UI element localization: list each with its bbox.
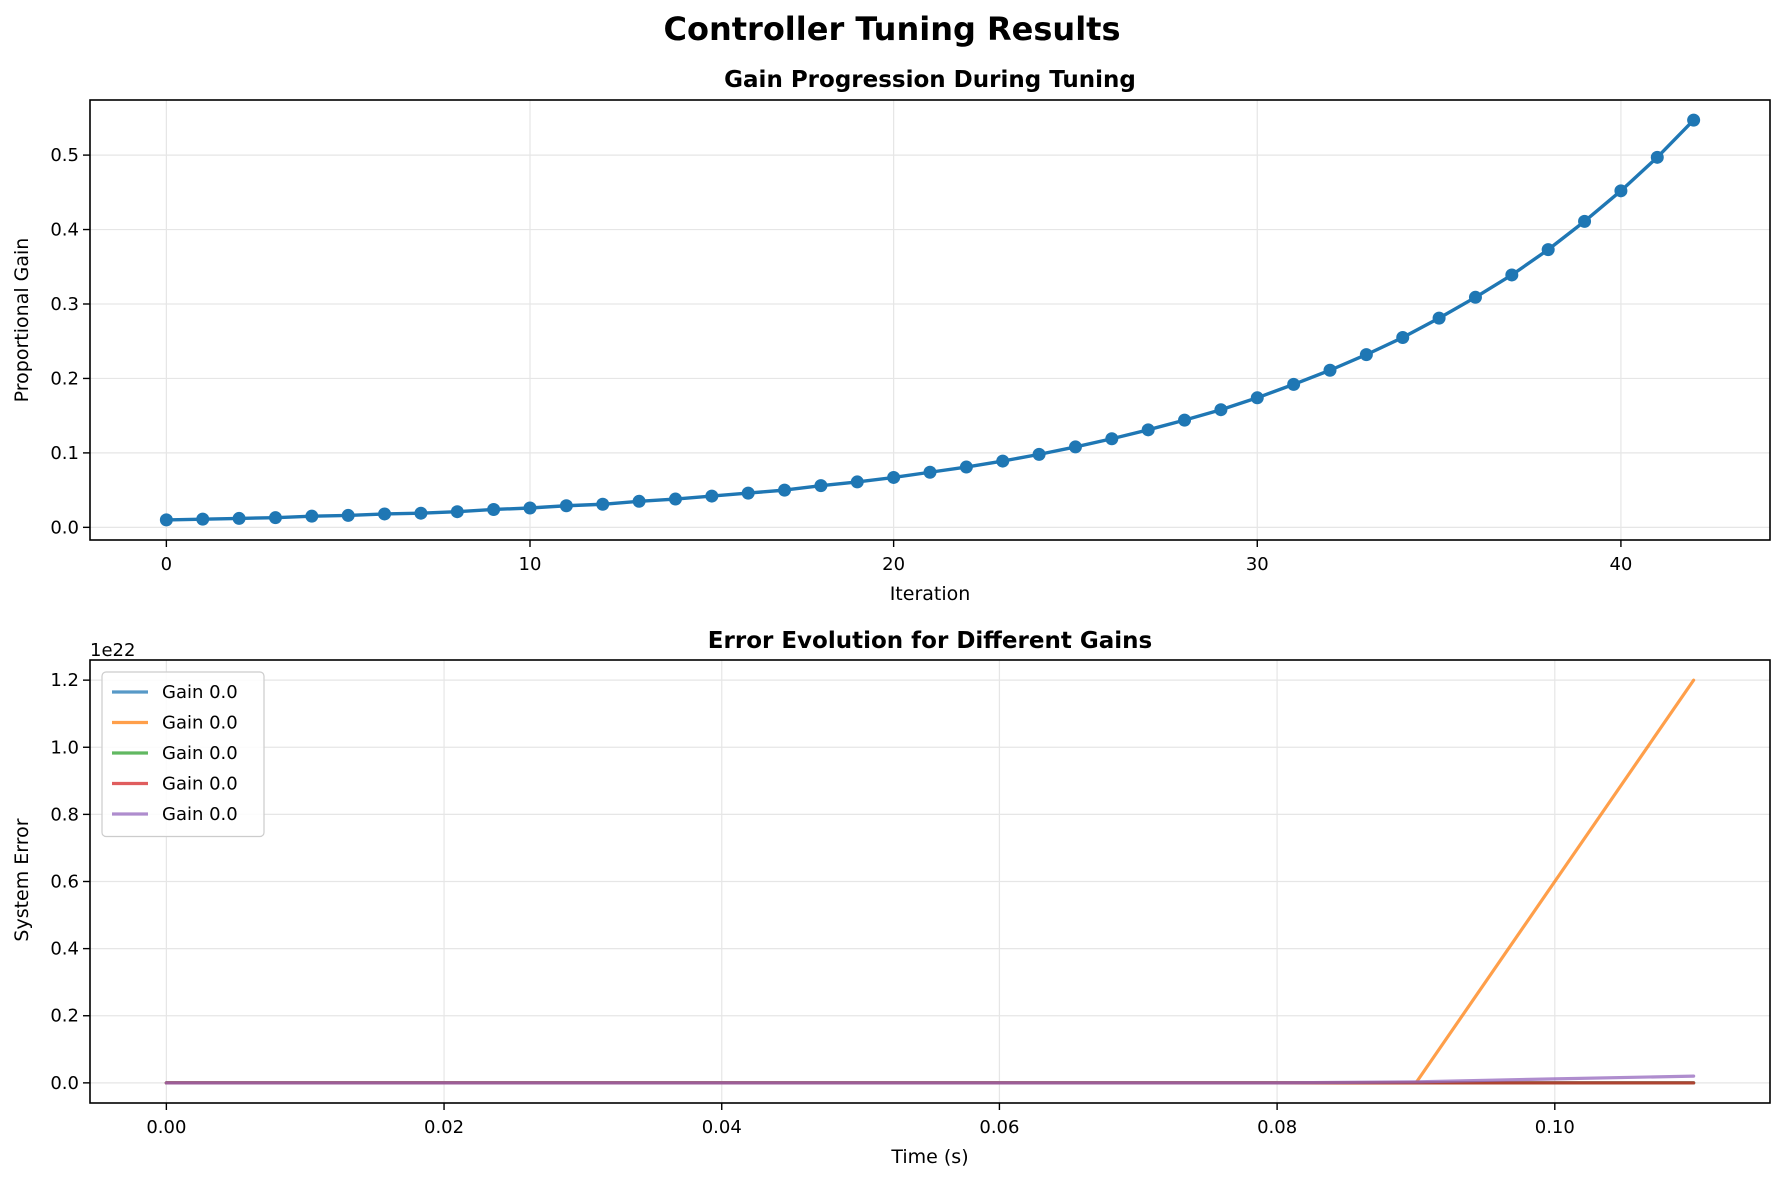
error-evolution-y-tick-label: 0.8 [50,804,79,825]
error-evolution-legend-box [101,671,265,838]
gain-progression-data-point [232,511,246,525]
error-evolution-legend-label: Gain 0.0 [162,713,238,734]
error-evolution-ylabel: System Error [11,818,33,941]
gain-progression-ylabel: Proportional Gain [11,238,33,403]
gain-progression-y-tick-label: 0.1 [50,443,79,464]
figure-title: Controller Tuning Results [663,10,1120,48]
gain-progression-data-point [959,460,973,474]
gain-progression-data-point [1578,214,1592,228]
gain-progression-data-point [450,505,464,519]
gain-progression-data-point [487,502,501,516]
gain-progression-x-tick-label: 0 [161,554,172,575]
gain-progression-x-tick-label: 10 [519,554,542,575]
gain-progression-grid [90,100,1770,540]
gain-progression-data-point [1250,391,1264,405]
gain-progression-data-point [668,492,682,506]
gain-progression-series-line-0 [164,118,1696,522]
gain-progression-data-point [850,475,864,489]
gain-progression-data-point [523,501,537,515]
gain-progression-data-point [814,479,828,493]
error-evolution-x-tick-label: 0.10 [1535,1117,1575,1138]
error-evolution-title: Error Evolution for Different Gains [708,628,1152,654]
error-evolution-ticks: 0.00 0.02 0.04 0.06 0.08 0.10 0.0 0.2 0.4 0.6 0.8 1… [50,670,1574,1138]
error-evolution-y-tick-label: 1.2 [50,670,79,691]
gain-progression-xlabel: Iteration [890,583,971,605]
gain-progression-data-point [778,483,792,497]
gain-progression-title: Gain Progression During Tuning [724,67,1136,93]
gain-progression-data-point [559,499,573,513]
gain-progression-data-point [923,465,937,479]
error-evolution-y-tick-label: 0.4 [50,939,79,960]
error-evolution-y-tick-label: 1.0 [50,737,79,758]
gain-progression-data-point [705,489,719,503]
gain-progression-data-point [1032,447,1046,461]
gain-progression-data-point [887,470,901,484]
error-evolution-x-tick-label: 0.08 [1257,1117,1297,1138]
gain-progression-data-point [1468,290,1482,304]
gain-progression-axes-frame [89,99,1771,541]
error-evolution-legend-label: Gain 0.0 [162,774,238,795]
gain-progression-data-point [378,507,392,521]
gain-progression-data-point [1323,363,1337,377]
gain-progression-x-tick-label: 40 [1609,554,1632,575]
gain-progression-y-tick-label: 0.4 [50,220,79,241]
error-evolution-y-offset: 1e22 [90,640,135,661]
gain-progression-data-point [596,497,610,511]
error-evolution-grid [90,660,1770,1103]
gain-progression-data-point [1505,268,1519,282]
error-evolution-x-tick-label: 0.02 [424,1117,464,1138]
gain-progression-data-point [1614,184,1628,198]
error-evolution-x-tick-label: 0.00 [146,1117,186,1138]
gain-progression-data-point [341,508,355,522]
gain-progression-data-point [741,486,755,500]
gain-progression-data-point [196,512,210,526]
error-evolution-xlabel: Time (s) [890,1146,968,1168]
gain-progression-data-point [1105,432,1119,446]
error-evolution-marks [164,678,1696,1085]
gain-progression-panel: Gain Progression During Tuning 0 10 20 30 40… [11,67,1771,605]
error-evolution-legend: Gain 0.0 Gain 0.0 Gain 0.0 Gain 0.0 Gain 0.0 [101,671,265,838]
gain-progression-data-point [1178,413,1192,427]
error-evolution-y-tick-label: 0.0 [50,1073,79,1094]
gain-progression-x-tick-label: 20 [882,554,905,575]
gain-progression-data-point [1359,348,1373,362]
gain-progression-data-point [1068,440,1082,454]
gain-progression-data-point [1432,311,1446,325]
gain-progression-data-point [268,511,282,525]
gain-progression-data-point [1396,330,1410,344]
error-evolution-x-tick-label: 0.06 [979,1117,1019,1138]
error-evolution-legend-label: Gain 0.0 [162,682,238,703]
gain-progression-data-point [1287,377,1301,391]
gain-progression-y-tick-label: 0.2 [50,368,79,389]
gain-progression-data-point [159,513,173,527]
error-evolution-x-tick-label: 0.04 [702,1117,742,1138]
gain-progression-data-point [1141,423,1155,437]
gain-progression-data-point [1214,403,1228,417]
error-evolution-axes-frame [89,659,1771,1104]
gain-progression-marks [159,113,1701,527]
gain-progression-data-point [414,506,428,520]
error-evolution-legend-label: Gain 0.0 [162,743,238,764]
gain-progression-data-point [1541,243,1555,257]
gain-progression-data-point [1650,150,1664,164]
gain-progression-data-point [996,454,1010,468]
error-evolution-series-line-4 [164,1074,1696,1085]
gain-progression-x-tick-label: 30 [1246,554,1269,575]
error-evolution-legend-label: Gain 0.0 [162,804,238,825]
gain-progression-y-tick-label: 0.5 [50,145,79,166]
gain-progression-data-point [305,509,319,523]
gain-progression-y-tick-label: 0.3 [50,294,79,315]
gain-progression-ticks: 0 10 20 30 40 0.0 0.1 0.2 0.3 0.4 0.5 [50,145,1632,575]
error-evolution-y-tick-label: 0.2 [50,1006,79,1027]
gain-progression-y-tick-label: 0.0 [50,517,79,538]
error-evolution-y-tick-label: 0.6 [50,872,79,893]
error-evolution-panel: Error Evolution for Different Gains 1e22… [11,628,1771,1168]
gain-progression-data-point [632,494,646,508]
gain-progression-data-point [1687,113,1701,127]
